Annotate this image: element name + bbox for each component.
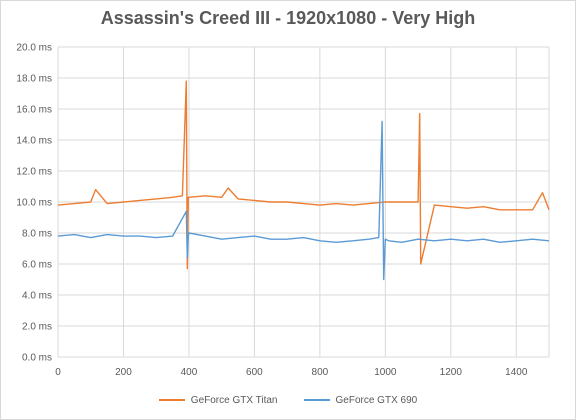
x-tick-label: 600 xyxy=(246,367,263,378)
y-tick-label: 6.0 ms xyxy=(22,260,52,271)
y-tick-label: 2.0 ms xyxy=(22,322,52,333)
y-tick-label: 12.0 ms xyxy=(16,167,52,178)
x-tick-label: 1000 xyxy=(374,367,397,378)
legend-label-titan: GeForce GTX Titan xyxy=(190,394,278,406)
legend: GeForce GTX Titan GeForce GTX 690 xyxy=(0,390,576,410)
x-tick-label: 800 xyxy=(312,367,329,378)
y-tick-label: 14.0 ms xyxy=(16,136,52,147)
chart-title: Assassin's Creed III - 1920x1080 - Very … xyxy=(100,8,476,28)
legend-swatch-titan xyxy=(158,399,185,401)
x-tick-label: 200 xyxy=(115,367,132,378)
y-tick-label: 0.0 ms xyxy=(22,353,52,364)
gridlines xyxy=(57,46,550,358)
series-line-1 xyxy=(57,120,550,281)
x-tick-label: 0 xyxy=(55,367,61,378)
y-tick-label: 16.0 ms xyxy=(16,105,52,116)
legend-item-titan: GeForce GTX Titan xyxy=(158,394,278,406)
legend-swatch-690 xyxy=(303,399,330,401)
x-tick-label: 400 xyxy=(181,367,198,378)
series-line-0 xyxy=(57,80,550,270)
legend-label-690: GeForce GTX 690 xyxy=(335,394,418,406)
y-tick-label: 10.0 ms xyxy=(16,198,52,209)
y-tick-label: 20.0 ms xyxy=(16,43,52,54)
x-tick-label: 1400 xyxy=(505,367,528,378)
y-axis-ticks: 0.0 ms 2.0 ms 4.0 ms 6.0 ms 8.0 ms 10.0 ms 12.… xyxy=(16,43,52,364)
y-tick-label: 18.0 ms xyxy=(16,74,52,85)
legend-item-690: GeForce GTX 690 xyxy=(303,394,418,406)
y-tick-label: 4.0 ms xyxy=(22,291,52,302)
x-tick-label: 1200 xyxy=(440,367,463,378)
x-axis-ticks: 0 200 400 600 800 1000 1200 1400 xyxy=(55,367,528,378)
series-lines xyxy=(57,80,550,281)
y-tick-label: 8.0 ms xyxy=(22,229,52,240)
